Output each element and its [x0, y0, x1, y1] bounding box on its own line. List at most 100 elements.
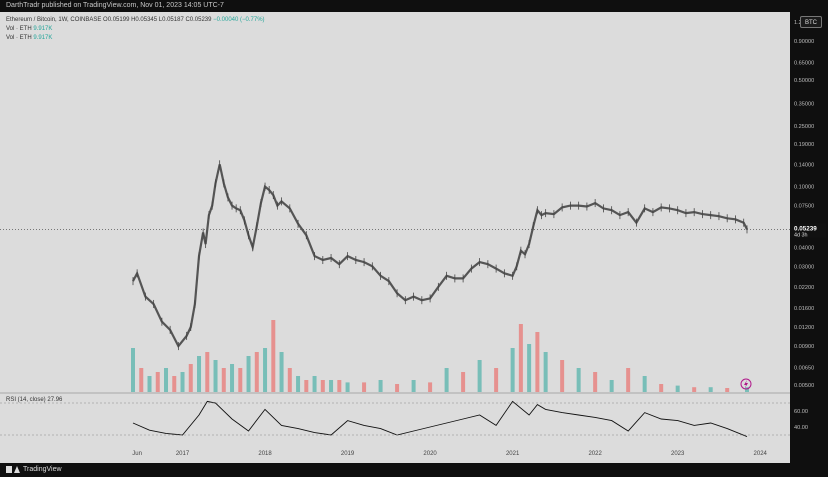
volume-bar: [745, 387, 749, 392]
volume-bar: [131, 348, 135, 392]
tradingview-logo[interactable]: TradingView: [6, 466, 62, 473]
volume-bar: [395, 384, 400, 392]
volume-bar: [444, 368, 449, 392]
price-tick-label: 0.03000: [794, 264, 814, 270]
footer-bar: TradingView: [0, 463, 828, 477]
volume-bar: [263, 348, 268, 392]
legend-symbol-row: Ethereum / Bitcoin, 1W, COINBASE O0.0519…: [6, 16, 265, 25]
volume-bar: [510, 348, 515, 392]
time-tick-label: 2020: [423, 451, 437, 457]
legend-symbol: Ethereum / Bitcoin, 1W, COINBASE: [6, 17, 102, 23]
legend-vol-label: Vol · ETH: [6, 26, 32, 32]
rsi-label: RSI (14, close): [6, 397, 46, 403]
volume-bar: [362, 382, 367, 392]
time-tick-label: 2018: [258, 451, 272, 457]
volume-bar: [527, 344, 532, 392]
price-tick-label: 0.65000: [794, 61, 814, 67]
lightning-icon[interactable]: [740, 378, 752, 390]
chart-svg[interactable]: 1.200000.900000.650000.500000.350000.250…: [0, 0, 828, 463]
volume-bar: [279, 352, 284, 392]
volume-bar: [238, 368, 243, 392]
volume-bar: [320, 380, 325, 392]
time-tick-label: 2021: [506, 451, 520, 457]
volume-bar: [337, 380, 342, 392]
volume-bar: [518, 324, 523, 392]
volume-bar: [287, 368, 292, 392]
tradingview-logo-icon: [6, 466, 20, 473]
rsi-legend: RSI (14, close) 27.96: [6, 397, 62, 403]
volume-bar: [221, 368, 226, 392]
volume-bar: [642, 376, 647, 392]
price-axis[interactable]: 1.200000.900000.650000.500000.350000.250…: [790, 12, 828, 463]
volume-bar: [147, 376, 152, 392]
chart-legend: Ethereum / Bitcoin, 1W, COINBASE O0.0519…: [6, 16, 265, 43]
volume-bar: [296, 376, 301, 392]
legend-vol-value: 9.917K: [33, 26, 53, 32]
time-axis[interactable]: Jun 2017 2018 2019 2020 2021 2022 2023 2024: [132, 451, 767, 457]
volume-bar: [626, 368, 631, 392]
time-tick-label: Jun: [132, 451, 142, 457]
rsi-line: [132, 400, 748, 438]
volume-bar: [535, 332, 540, 392]
time-tick-label: 2019: [341, 451, 355, 457]
price-axis-bg: [790, 12, 828, 463]
time-tick-label: 2017: [176, 451, 190, 457]
currency-badge[interactable]: BTC: [800, 16, 822, 28]
volume-bar: [428, 382, 433, 392]
volume-bars: [131, 320, 749, 392]
tradingview-brand: TradingView: [23, 466, 62, 473]
rsi-series: [0, 400, 790, 438]
volume-bar: [271, 320, 276, 392]
volume-bar: [692, 387, 697, 392]
volume-bar: [560, 360, 565, 392]
price-tick-label: 0.01200: [794, 325, 814, 331]
volume-bar: [155, 372, 160, 392]
rsi-tick-label: 60.00: [794, 409, 808, 415]
volume-bar: [609, 380, 614, 392]
volume-bar: [675, 385, 680, 392]
volume-bar: [254, 352, 259, 392]
volume-bar: [543, 352, 548, 392]
price-tick-label: 0.14000: [794, 162, 814, 168]
current-price-marker: [790, 223, 826, 238]
price-tick-label: 0.00900: [794, 344, 814, 350]
time-tick-label: 2022: [588, 451, 602, 457]
current-price-label: 0.05239: [794, 225, 817, 232]
volume-bar: [461, 372, 466, 392]
volume-bar: [205, 352, 210, 392]
volume-bar: [172, 376, 177, 392]
volume-bar: [593, 372, 598, 392]
volume-bar: [329, 380, 334, 392]
price-tick-label: 0.01600: [794, 306, 814, 312]
time-tick-label: 2024: [754, 451, 768, 457]
rsi-axis: 60.00 40.00: [794, 409, 808, 431]
volume-bar: [378, 380, 383, 392]
rsi-value: 27.96: [47, 397, 63, 403]
legend-vol-label-2: Vol · ETH: [6, 35, 32, 41]
legend-volume-row-2: Vol · ETH 9.917K: [6, 34, 265, 43]
price-tick-label: 0.19000: [794, 142, 814, 148]
volume-bar: [164, 368, 169, 392]
legend-ohlc: O0.05199 H0.05345 L0.05187 C0.05239: [103, 17, 212, 23]
price-line: [132, 164, 748, 349]
volume-bar: [139, 368, 144, 392]
time-tick-label: 2023: [671, 451, 685, 457]
volume-bar: [304, 380, 309, 392]
price-series: [132, 160, 748, 351]
volume-bar: [576, 368, 581, 392]
publish-header: DarthTradr published on TradingView.com,…: [0, 0, 828, 12]
price-tick-label: 0.50000: [794, 78, 814, 84]
volume-bar: [477, 360, 482, 392]
price-tick-label: 0.25000: [794, 124, 814, 130]
volume-bar: [345, 382, 350, 392]
volume-bar: [708, 387, 713, 392]
price-tick-label: 0.00500: [794, 383, 814, 389]
volume-bar: [188, 364, 193, 392]
volume-bar: [659, 384, 664, 392]
price-tick-label: 0.10000: [794, 185, 814, 191]
volume-bar: [312, 376, 317, 392]
bar-countdown-label: 4d 3h: [794, 232, 808, 238]
rsi-tick-label: 40.00: [794, 425, 808, 431]
price-tick-label: 0.35000: [794, 102, 814, 108]
